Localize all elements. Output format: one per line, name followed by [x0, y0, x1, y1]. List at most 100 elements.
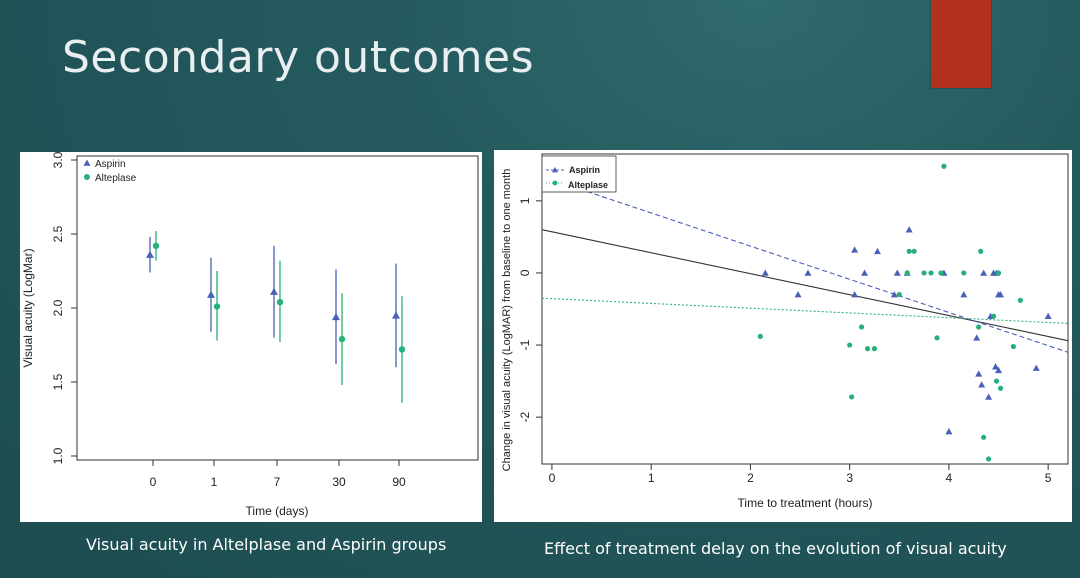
y-tick-label: 2.0 [51, 299, 65, 316]
x-tick-label: 0 [150, 475, 157, 489]
slide-title: Secondary outcomes [62, 32, 535, 83]
fit-line [541, 229, 1069, 342]
aspirin-point [975, 370, 983, 377]
alteplase-point [993, 378, 1000, 384]
legend-alteplase-label: Alteplase [568, 180, 608, 190]
alteplase-point [995, 270, 1002, 276]
aspirin-point [861, 269, 869, 276]
y-tick-label: 0 [518, 269, 532, 276]
y-tick-label: 1 [518, 197, 532, 204]
y-tick-label: -1 [518, 339, 532, 350]
aspirin-point [973, 334, 981, 341]
aspirin-point [985, 393, 993, 400]
legend-aspirin-marker [83, 159, 91, 166]
visual-acuity-chart-panel: 1.0 1.5 2.0 2.5 3.0 0 1 7 30 90 Time (days) Visual … [20, 152, 482, 522]
aspirin-point [332, 312, 340, 321]
aspirin-point [1032, 364, 1040, 371]
x-tick-label: 5 [1045, 471, 1052, 485]
alteplase-point [276, 298, 284, 306]
red-accent-block [931, 0, 991, 88]
alteplase-point [976, 324, 982, 330]
alteplase-point [864, 346, 871, 352]
aspirin-point [270, 287, 278, 295]
aspirin-point [146, 250, 154, 258]
aspirin-point [893, 269, 901, 276]
aspirin-point [794, 291, 802, 298]
aspirin-point [992, 363, 1000, 370]
aspirin-point [392, 311, 400, 319]
y-axis-label: Visual acuity (LogMar) [21, 248, 35, 367]
fit-line [571, 185, 1069, 353]
x-tick-label: 90 [392, 475, 406, 489]
aspirin-point [997, 291, 1005, 298]
legend-aspirin-label: Aspirin [569, 165, 600, 175]
x-tick-label: 7 [274, 475, 281, 489]
plot-frame [76, 155, 479, 461]
caption-right: Effect of treatment delay on the evoluti… [544, 539, 1007, 558]
x-axis-label: Time (days) [246, 504, 309, 518]
alteplase-point [904, 270, 910, 276]
aspirin-point [978, 381, 986, 388]
aspirin-point [851, 246, 859, 253]
fit-line [541, 297, 1069, 324]
aspirin-point [890, 291, 898, 298]
alteplase-point [858, 324, 865, 330]
alteplase-point [906, 248, 912, 254]
y-tick-label: 1.5 [51, 373, 65, 390]
alteplase-point [941, 163, 947, 169]
x-tick-label: 1 [648, 471, 655, 485]
legend-alteplase-marker [552, 180, 558, 186]
alteplase-point [938, 270, 944, 276]
aspirin-point [761, 269, 769, 276]
aspirin-point [804, 269, 812, 276]
alteplase-point [757, 333, 763, 339]
alteplase-point [1010, 343, 1017, 350]
y-tick-label: 3.0 [51, 152, 65, 168]
legend-aspirin-label: Aspirin [95, 159, 126, 170]
alteplase-point [961, 270, 967, 276]
alteplase-point [338, 335, 346, 343]
legend-alteplase-label: Alteplase [95, 173, 137, 184]
alteplase-point [213, 303, 221, 310]
y-tick-label: 1.0 [51, 447, 65, 464]
alteplase-point [986, 456, 992, 462]
aspirin-point [995, 366, 1003, 374]
alteplase-point [928, 270, 934, 276]
legend-aspirin-marker [552, 167, 558, 173]
alteplase-point [978, 248, 984, 254]
legend-alteplase-marker [84, 174, 90, 180]
visual-acuity-chart: 1.0 1.5 2.0 2.5 3.0 0 1 7 30 90 Time (days) Visual … [21, 152, 479, 518]
alteplase-point [847, 342, 853, 348]
treatment-delay-chart: 0 1 2 3 4 5 -2 -1 0 1 Time to treatment (hours) Cha… [501, 153, 1069, 510]
aspirin-point [1044, 312, 1052, 320]
y-tick-label: 2.5 [51, 225, 65, 242]
alteplase-point [997, 385, 1004, 391]
legend-box [541, 155, 617, 193]
aspirin-point [960, 291, 968, 298]
alteplase-point [849, 394, 855, 400]
plot-frame [541, 153, 1069, 465]
alteplase-point [921, 270, 927, 276]
aspirin-point [945, 428, 953, 435]
alteplase-point [990, 313, 997, 319]
aspirin-point [207, 290, 215, 298]
aspirin-point [873, 247, 881, 255]
x-tick-label: 0 [549, 471, 556, 485]
alteplase-point [1017, 297, 1023, 303]
alteplase-point [911, 248, 917, 254]
x-axis-label: Time to treatment (hours) [738, 496, 873, 510]
x-tick-label: 2 [747, 471, 754, 485]
x-tick-label: 4 [946, 471, 953, 485]
aspirin-point [851, 291, 859, 298]
alteplase-point [398, 346, 406, 353]
aspirin-point [905, 226, 913, 233]
aspirin-point [980, 269, 988, 276]
y-axis-label: Change in visual acuity (LogMAR) from ba… [501, 169, 513, 472]
caption-left: Visual acuity in Altelplase and Aspirin … [86, 535, 447, 554]
x-tick-label: 3 [846, 471, 853, 485]
alteplase-point [896, 291, 902, 298]
alteplase-point [981, 434, 987, 440]
alteplase-point [871, 346, 878, 352]
treatment-delay-chart-panel: 0 1 2 3 4 5 -2 -1 0 1 Time to treatment (hours) Cha… [494, 150, 1072, 522]
y-tick-label: -2 [518, 411, 532, 422]
